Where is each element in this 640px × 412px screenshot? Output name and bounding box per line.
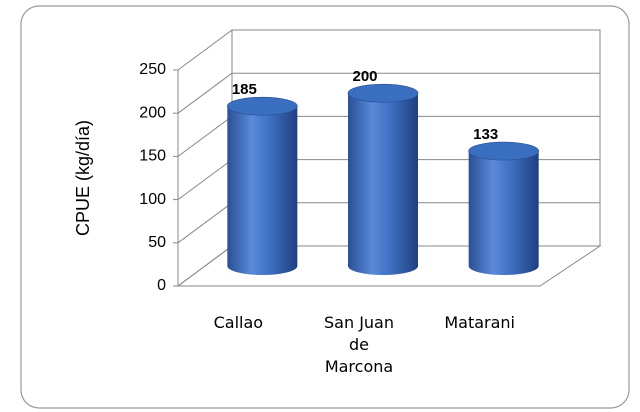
x-tick-label: Matarani [444, 313, 515, 332]
y-tick-label: 0 [157, 277, 166, 294]
y-tick-label: 100 [139, 191, 166, 208]
y-axis-label: CPUE (kg/día) [73, 120, 93, 236]
y-tick-label: 250 [139, 61, 166, 78]
grid-line [177, 115, 233, 157]
value-label: 133 [473, 126, 498, 143]
bar [347, 83, 419, 275]
cylinder-body [468, 151, 539, 275]
cylinder-top [347, 83, 419, 103]
grid-line [177, 29, 233, 71]
grid-line [177, 202, 233, 244]
value-label: 200 [352, 68, 377, 85]
x-tick-label: San Juan de Marcona [324, 313, 394, 376]
cylinder-top [227, 96, 298, 116]
value-label: 185 [232, 81, 257, 98]
cylinder-top [468, 141, 539, 161]
y-tick-label: 200 [139, 104, 166, 121]
x-tick-label: Callao [213, 313, 264, 332]
bar [468, 141, 539, 275]
cylinder-body [227, 106, 298, 275]
y-tick-label: 150 [139, 148, 166, 165]
cylinder-body [348, 93, 418, 275]
grid-line [177, 72, 233, 114]
y-tick-label: 50 [148, 234, 166, 251]
chart-frame [20, 5, 630, 409]
bar [227, 96, 298, 275]
grid-line [177, 159, 233, 201]
grid-line [177, 245, 233, 287]
